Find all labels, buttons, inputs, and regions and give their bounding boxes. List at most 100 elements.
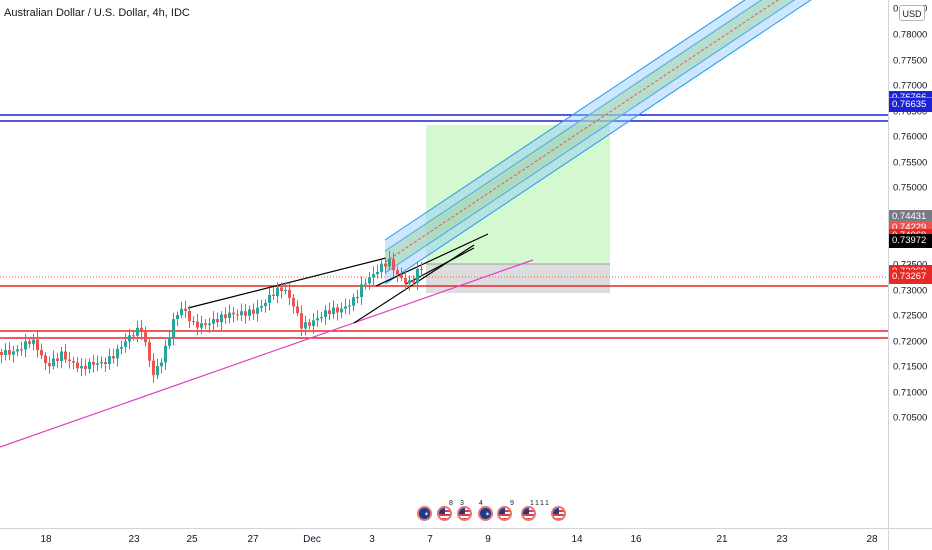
candle <box>188 310 191 322</box>
price-axis[interactable]: 0.785000.780000.775000.770000.765000.760… <box>888 0 932 528</box>
candle <box>80 365 83 369</box>
candle <box>304 322 307 329</box>
candle <box>264 302 267 307</box>
time-tick-label: 21 <box>716 534 728 545</box>
candle <box>104 362 107 365</box>
candle <box>284 289 287 292</box>
candle <box>84 365 87 369</box>
candle <box>140 327 143 333</box>
candle <box>52 358 55 367</box>
usa-flag-icon[interactable] <box>457 506 472 521</box>
candle <box>356 297 359 299</box>
candle <box>328 310 331 314</box>
currency-button[interactable]: USD <box>899 5 925 21</box>
stop-zone <box>426 264 610 293</box>
candle <box>4 349 7 355</box>
flag-canton <box>439 508 445 514</box>
flag-stripe <box>439 518 450 519</box>
candle <box>208 323 211 325</box>
candle <box>40 350 43 356</box>
time-tick-label: 9 <box>485 534 491 545</box>
time-tick-label: 27 <box>247 534 259 545</box>
australia-flag-icon[interactable]: ✶ <box>417 506 432 521</box>
candle <box>220 314 223 323</box>
usa-flag-icon[interactable] <box>551 506 566 521</box>
candle <box>376 271 379 275</box>
candle <box>256 307 259 314</box>
price-plot[interactable] <box>0 0 888 528</box>
candle <box>16 349 19 352</box>
candle <box>308 322 311 326</box>
price-tick-label: 0.70500 <box>893 412 928 424</box>
candle <box>28 341 31 344</box>
candle <box>0 352 3 355</box>
event-count-label: 9 <box>510 500 514 507</box>
candle <box>324 310 327 318</box>
candle <box>400 274 403 278</box>
candle <box>36 339 39 351</box>
time-tick-label: 25 <box>186 534 198 545</box>
chart-pane[interactable]: Australian Dollar / U.S. Dollar, 4h, IDC… <box>0 0 888 528</box>
candle <box>216 319 219 323</box>
candle <box>348 305 351 307</box>
usa-flag-icon[interactable] <box>437 506 452 521</box>
candle <box>100 362 103 364</box>
candle <box>244 311 247 316</box>
candle <box>316 318 319 321</box>
candle <box>396 270 399 275</box>
usa-flag-icon[interactable] <box>497 506 512 521</box>
candle <box>364 283 367 285</box>
candle <box>212 319 215 324</box>
candle <box>236 314 239 316</box>
candle <box>252 309 255 314</box>
candle <box>260 306 263 308</box>
candle <box>320 317 323 319</box>
flag-stripe <box>499 518 510 519</box>
candle <box>232 312 235 315</box>
event-count-label: 3 <box>460 500 464 507</box>
candle <box>248 309 251 316</box>
candle <box>44 355 47 364</box>
candle <box>240 311 243 316</box>
candle <box>228 312 231 319</box>
candle <box>340 308 343 313</box>
event-count-label: 1 <box>535 500 539 507</box>
candle <box>392 258 395 271</box>
candle <box>196 321 199 328</box>
flag-stripe <box>523 518 534 519</box>
price-tick-label: 0.78000 <box>893 29 928 41</box>
flag-stripe <box>459 514 470 516</box>
price-tick-label: 0.72000 <box>893 336 928 348</box>
candle <box>108 356 111 365</box>
candle <box>92 361 95 365</box>
price-tick-label: 0.75500 <box>893 157 928 169</box>
australia-flag-icon[interactable]: ✶ <box>478 506 493 521</box>
candle <box>312 320 315 326</box>
candle <box>380 263 383 272</box>
time-axis[interactable]: 18 23 25 27 Dec 3 7 9 14 16 21 23 28 <box>0 528 888 550</box>
flag-star: ✶ <box>424 512 430 518</box>
event-count-label: 4 <box>479 500 483 507</box>
axis-corner <box>888 528 932 550</box>
candle <box>280 287 283 292</box>
candle <box>152 360 155 376</box>
candle <box>168 337 171 346</box>
usa-flag-icon[interactable] <box>521 506 536 521</box>
candle <box>56 358 59 362</box>
flag-canton <box>523 508 529 514</box>
candle <box>408 280 411 284</box>
wedge-upper-line <box>187 257 387 309</box>
candle <box>160 362 163 367</box>
flag-stripe <box>553 518 564 519</box>
time-tick-label: 23 <box>776 534 788 545</box>
candle <box>272 294 275 297</box>
candle <box>224 314 227 319</box>
time-tick-label: 16 <box>630 534 642 545</box>
candle <box>112 356 115 359</box>
flag-stripe <box>439 514 450 516</box>
candle <box>12 351 15 355</box>
channel-upper-line <box>384 0 746 241</box>
candle <box>184 308 187 311</box>
candle <box>60 351 63 362</box>
symbol-title[interactable]: Australian Dollar / U.S. Dollar, 4h, IDC <box>4 7 190 19</box>
